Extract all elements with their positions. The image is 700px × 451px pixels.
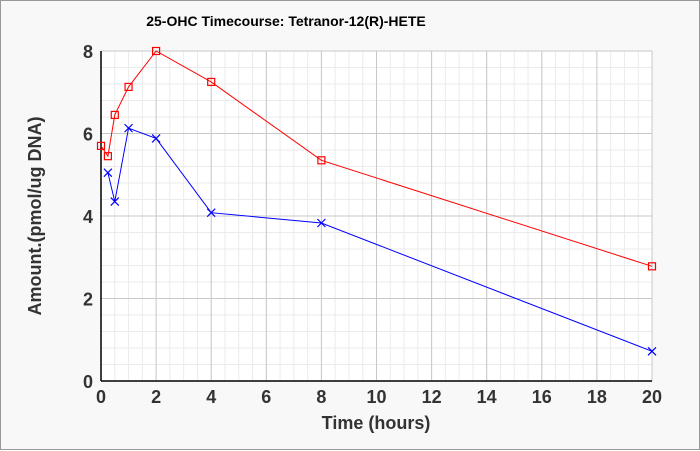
series-blue-point <box>151 134 161 143</box>
series-blue-point <box>206 208 216 218</box>
x-tick-label: 2 <box>151 387 161 407</box>
series-blue-point <box>647 346 657 356</box>
x-tick-label: 6 <box>261 387 271 407</box>
series-red-point <box>207 77 216 87</box>
x-tick-label: 20 <box>642 387 662 407</box>
x-tick-label: 0 <box>96 387 106 407</box>
series-red-line <box>100 50 653 267</box>
x-tick-label: 8 <box>316 387 326 407</box>
y-axis-label: Amount.(pmol/ug DNA) <box>25 117 45 316</box>
y-tick-label: 2 <box>83 290 93 310</box>
series-red-point <box>647 262 657 271</box>
y-tick-label: 6 <box>83 125 93 145</box>
series-blue-point <box>110 197 120 206</box>
y-tick-label: 8 <box>83 42 93 62</box>
series-red-point <box>152 46 161 56</box>
y-tick-label: 0 <box>83 372 93 392</box>
y-tick-label: 4 <box>83 207 93 227</box>
x-tick-label: 18 <box>587 387 607 407</box>
series-red-point <box>103 152 112 161</box>
series-blue-point <box>103 168 113 178</box>
series-blue-point <box>124 123 133 133</box>
series-red-point <box>96 141 106 150</box>
x-tick-label: 4 <box>206 387 216 407</box>
x-tick-label: 14 <box>477 387 497 407</box>
x-tick-label: 12 <box>422 387 442 407</box>
chart-title: 25-OHC Timecourse: Tetranor-12(R)-HETE <box>146 13 426 29</box>
x-tick-label: 16 <box>532 387 552 407</box>
x-axis-label: Time (hours) <box>322 413 431 433</box>
series-red-point <box>124 82 133 91</box>
series-red-point <box>317 156 326 165</box>
series-red-point <box>110 110 119 120</box>
series-blue-point <box>316 218 326 228</box>
x-tick-label: 10 <box>366 387 386 407</box>
